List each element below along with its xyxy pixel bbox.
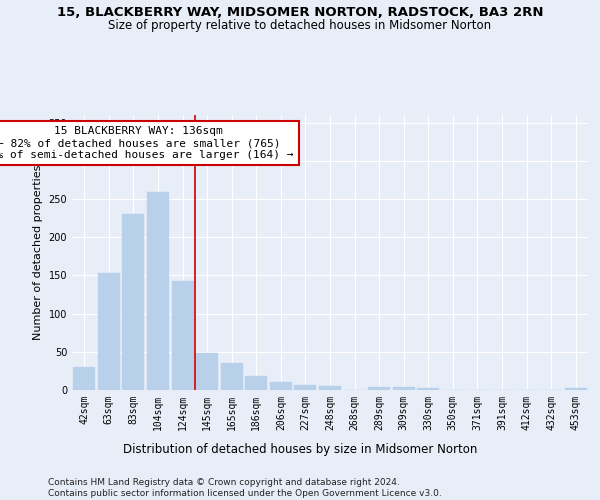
Bar — [565, 388, 587, 390]
Bar — [270, 382, 292, 390]
Text: 15, BLACKBERRY WAY, MIDSOMER NORTON, RADSTOCK, BA3 2RN: 15, BLACKBERRY WAY, MIDSOMER NORTON, RAD… — [57, 6, 543, 19]
Bar — [147, 192, 169, 390]
Text: Distribution of detached houses by size in Midsomer Norton: Distribution of detached houses by size … — [123, 442, 477, 456]
Bar — [172, 281, 194, 390]
Bar — [245, 376, 268, 390]
Bar — [368, 387, 390, 390]
Bar — [122, 214, 145, 390]
Text: Contains HM Land Registry data © Crown copyright and database right 2024.
Contai: Contains HM Land Registry data © Crown c… — [48, 478, 442, 498]
Bar — [196, 354, 218, 390]
Bar — [221, 364, 243, 390]
Bar — [417, 388, 439, 390]
Y-axis label: Number of detached properties: Number of detached properties — [33, 165, 43, 340]
Bar — [295, 384, 316, 390]
Bar — [319, 386, 341, 390]
Bar — [73, 367, 95, 390]
Text: Size of property relative to detached houses in Midsomer Norton: Size of property relative to detached ho… — [109, 19, 491, 32]
Text: 15 BLACKBERRY WAY: 136sqm
← 82% of detached houses are smaller (765)
18% of semi: 15 BLACKBERRY WAY: 136sqm ← 82% of detac… — [0, 126, 293, 160]
Bar — [98, 273, 120, 390]
Bar — [392, 387, 415, 390]
